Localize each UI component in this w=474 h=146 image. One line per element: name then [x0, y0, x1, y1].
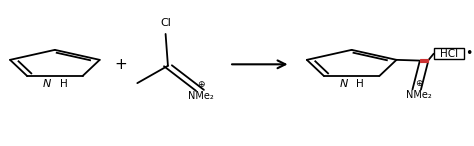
Text: HCl: HCl	[440, 49, 458, 59]
Text: N: N	[43, 79, 51, 89]
Text: NMe₂: NMe₂	[188, 91, 214, 101]
Bar	[419, 59, 428, 62]
Text: H: H	[356, 79, 364, 89]
Text: +: +	[114, 57, 127, 72]
Text: •: •	[465, 47, 473, 60]
Text: N: N	[339, 79, 348, 89]
Text: Cl: Cl	[160, 18, 171, 28]
Bar	[434, 48, 465, 59]
Text: NMe₂: NMe₂	[406, 90, 431, 100]
Text: ⊕: ⊕	[415, 79, 422, 88]
Text: H: H	[60, 79, 67, 89]
Text: ⊕: ⊕	[197, 80, 205, 89]
